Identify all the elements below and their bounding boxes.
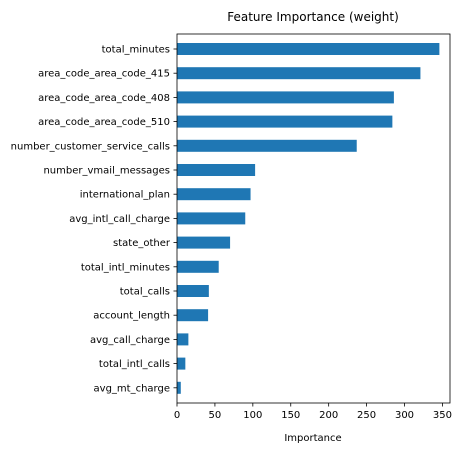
- y-tick-label: avg_mt_charge: [94, 383, 170, 394]
- x-tick-label: 200: [319, 410, 338, 421]
- bar-area_code_area_code_408: [177, 91, 394, 104]
- y-tick-label: area_code_area_code_510: [38, 117, 170, 128]
- bar-area_code_area_code_510: [177, 115, 393, 128]
- bar-account_length: [177, 309, 209, 322]
- y-tick-label: state_other: [113, 238, 171, 249]
- bar-area_code_area_code_415: [177, 67, 421, 80]
- bar-avg_intl_call_charge: [177, 212, 246, 225]
- bar-total_intl_calls: [177, 357, 186, 370]
- bar-avg_call_charge: [177, 333, 189, 346]
- x-tick-layer: 0 50 100 150 200 250 300 350: [174, 403, 452, 421]
- y-tick-label: avg_intl_call_charge: [69, 214, 170, 225]
- x-tick-label: 250: [357, 410, 376, 421]
- y-tick-label: account_length: [93, 311, 170, 322]
- x-tick-label: 100: [243, 410, 262, 421]
- y-tick-label: total_intl_calls: [99, 359, 170, 370]
- bar-avg_mt_charge: [177, 381, 181, 394]
- plot-frame: [176, 33, 451, 404]
- bar-international_plan: [177, 188, 251, 201]
- bar-total_intl_minutes: [177, 260, 219, 273]
- y-tick-label: international_plan: [80, 190, 170, 201]
- bars-layer: [177, 43, 440, 394]
- x-tick-label: 150: [281, 410, 300, 421]
- x-axis-title: Importance: [284, 433, 341, 444]
- bar-number_customer_service_calls: [177, 139, 357, 152]
- x-tick-label: 350: [433, 410, 452, 421]
- y-tick-label: number_vmail_messages: [43, 166, 170, 177]
- y-tick-label: avg_call_charge: [90, 335, 170, 346]
- y-tick-label: number_customer_service_calls: [11, 141, 170, 152]
- x-tick-label: 300: [395, 410, 414, 421]
- x-tick-label: 50: [209, 410, 222, 421]
- y-tick-label: total_intl_minutes: [81, 262, 170, 273]
- y-tick-label: total_minutes: [102, 45, 170, 56]
- y-tick-layer: total_minutes area_code_area_code_415area…: [11, 45, 177, 394]
- chart-title: Feature Importance (weight): [227, 10, 399, 24]
- y-tick-label: total_calls: [120, 287, 170, 298]
- y-tick-label: area_code_area_code_408: [38, 93, 170, 104]
- bar-state_other: [177, 236, 231, 249]
- x-tick-label: 0: [174, 410, 180, 421]
- bar-total_minutes: [177, 43, 440, 55]
- bar-total_calls: [177, 285, 209, 297]
- y-tick-label: area_code_area_code_415: [38, 69, 170, 80]
- bar-number_vmail_messages: [177, 164, 256, 176]
